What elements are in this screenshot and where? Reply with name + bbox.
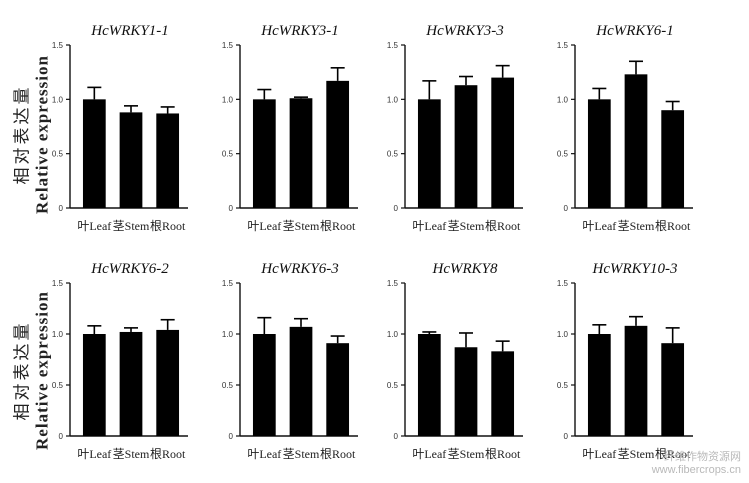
y-tick-label-hcwrky3-3: 1.5	[387, 41, 399, 50]
y-tick-label-hcwrky3-3: 0	[394, 204, 399, 213]
category-label-hcwrky3-3-0: 叶Leaf	[412, 219, 446, 233]
category-label-hcwrky6-2-1: 茎Stem	[113, 447, 150, 461]
y-tick-label-hcwrky1-1: 1.0	[52, 95, 64, 104]
category-label-hcwrky3-1-1: 茎Stem	[283, 219, 320, 233]
chart-title-hcwrky10-3: HcWRKY10-3	[592, 261, 678, 277]
bar-hcwrky6-1-1	[624, 74, 648, 208]
category-label-hcwrky6-2-0: 叶Leaf	[77, 447, 111, 461]
chart-title-hcwrky8: HcWRKY8	[432, 261, 498, 277]
bar-hcwrky3-3-1	[454, 85, 478, 208]
chart-title-hcwrky6-1: HcWRKY6-1	[595, 23, 674, 39]
y-tick-label-hcwrky6-2: 0.5	[52, 381, 64, 390]
y-tick-label-hcwrky6-3: 0	[229, 432, 234, 441]
category-label-hcwrky1-1-0: 叶Leaf	[77, 219, 111, 233]
y-tick-label-hcwrky6-1: 0.5	[557, 150, 569, 159]
chart-title-hcwrky6-2: HcWRKY6-2	[90, 261, 169, 277]
category-label-hcwrky10-3-1: 茎Stem	[618, 447, 655, 461]
y-tick-label-hcwrky6-1: 1.5	[557, 41, 569, 50]
bar-hcwrky10-3-1	[624, 325, 648, 436]
category-label-hcwrky6-1-2: 根Root	[655, 219, 691, 233]
bar-hcwrky8-1	[454, 347, 478, 436]
y-tick-label-hcwrky6-2: 1.0	[52, 330, 64, 339]
y-tick-label-hcwrky3-3: 0.5	[387, 150, 399, 159]
bar-hcwrky6-2-1	[119, 331, 143, 436]
y-tick-label-hcwrky8: 0.5	[387, 381, 399, 390]
category-label-hcwrky3-3-2: 根Root	[485, 219, 521, 233]
y-tick-label-hcwrky3-1: 0.5	[222, 150, 234, 159]
bar-hcwrky6-2-2	[156, 329, 180, 436]
y-tick-label-hcwrky6-2: 0	[59, 432, 64, 441]
category-label-hcwrky3-3-1: 茎Stem	[448, 219, 485, 233]
bar-hcwrky10-3-0	[587, 334, 611, 436]
y-tick-label-hcwrky6-2: 1.5	[52, 279, 64, 288]
y-tick-label-hcwrky1-1: 1.5	[52, 41, 64, 50]
bar-hcwrky6-1-2	[661, 110, 685, 208]
y-tick-label-hcwrky3-3: 1.0	[387, 95, 399, 104]
bar-hcwrky8-0	[417, 334, 441, 436]
y-tick-label-hcwrky3-1: 1.5	[222, 41, 234, 50]
watermark-line-2: www.fibercrops.cn	[651, 464, 741, 476]
bar-hcwrky6-3-1	[289, 326, 313, 436]
chart-title-hcwrky3-3: HcWRKY3-3	[425, 23, 504, 39]
y-tick-label-hcwrky10-3: 1.0	[557, 330, 569, 339]
bar-hcwrky1-1-0	[82, 99, 106, 208]
category-label-hcwrky10-3-2: 根Root	[655, 447, 691, 461]
y-tick-label-hcwrky3-1: 0	[229, 204, 234, 213]
y-tick-label-hcwrky8: 1.0	[387, 330, 399, 339]
bar-hcwrky3-1-1	[289, 98, 313, 208]
y-tick-label-hcwrky8: 0	[394, 432, 399, 441]
category-label-hcwrky1-1-1: 茎Stem	[113, 219, 150, 233]
category-label-hcwrky6-3-1: 茎Stem	[283, 447, 320, 461]
y-tick-label-hcwrky6-3: 1.0	[222, 330, 234, 339]
category-label-hcwrky8-0: 叶Leaf	[412, 447, 446, 461]
y-tick-label-hcwrky1-1: 0.5	[52, 150, 64, 159]
category-label-hcwrky6-1-0: 叶Leaf	[582, 219, 616, 233]
category-label-hcwrky6-1-1: 茎Stem	[618, 219, 655, 233]
y-tick-label-hcwrky10-3: 1.5	[557, 279, 569, 288]
chart-title-hcwrky3-1: HcWRKY3-1	[260, 23, 339, 39]
bar-hcwrky3-1-2	[326, 80, 350, 208]
category-label-hcwrky8-2: 根Root	[485, 447, 521, 461]
category-label-hcwrky10-3-0: 叶Leaf	[582, 447, 616, 461]
bar-hcwrky6-3-0	[252, 334, 276, 436]
y-tick-label-hcwrky3-1: 1.0	[222, 95, 234, 104]
bar-hcwrky1-1-2	[156, 113, 180, 208]
bar-hcwrky6-3-2	[326, 343, 350, 436]
y-tick-label-hcwrky6-3: 1.5	[222, 279, 234, 288]
bar-hcwrky8-2	[491, 351, 515, 436]
bar-hcwrky6-2-0	[82, 334, 106, 436]
category-label-hcwrky3-1-0: 叶Leaf	[247, 219, 281, 233]
y-tick-label-hcwrky6-1: 0	[564, 204, 569, 213]
bar-hcwrky10-3-2	[661, 343, 685, 436]
y-tick-label-hcwrky8: 1.5	[387, 279, 399, 288]
y-tick-label-hcwrky10-3: 0	[564, 432, 569, 441]
y-tick-label-hcwrky1-1: 0	[59, 204, 64, 213]
bar-hcwrky1-1-1	[119, 112, 143, 208]
chart-title-hcwrky6-3: HcWRKY6-3	[260, 261, 339, 277]
category-label-hcwrky6-3-0: 叶Leaf	[247, 447, 281, 461]
category-label-hcwrky3-1-2: 根Root	[320, 219, 356, 233]
y-tick-label-hcwrky10-3: 0.5	[557, 381, 569, 390]
category-label-hcwrky1-1-2: 根Root	[150, 219, 186, 233]
category-label-hcwrky6-2-2: 根Root	[150, 447, 186, 461]
category-label-hcwrky8-1: 茎Stem	[448, 447, 485, 461]
bar-hcwrky6-1-0	[587, 99, 611, 208]
bar-hcwrky3-3-2	[491, 77, 515, 208]
watermark-line-1: 纤维作物资源网	[664, 451, 741, 463]
category-label-hcwrky6-3-2: 根Root	[320, 447, 356, 461]
chart-title-hcwrky1-1: HcWRKY1-1	[90, 23, 169, 39]
watermark: 纤维作物资源网 www.fibercrops.cn	[652, 451, 741, 477]
y-tick-label-hcwrky6-1: 1.0	[557, 95, 569, 104]
y-tick-label-hcwrky6-3: 0.5	[222, 381, 234, 390]
bar-hcwrky3-3-0	[417, 99, 441, 208]
bar-hcwrky3-1-0	[252, 99, 276, 208]
